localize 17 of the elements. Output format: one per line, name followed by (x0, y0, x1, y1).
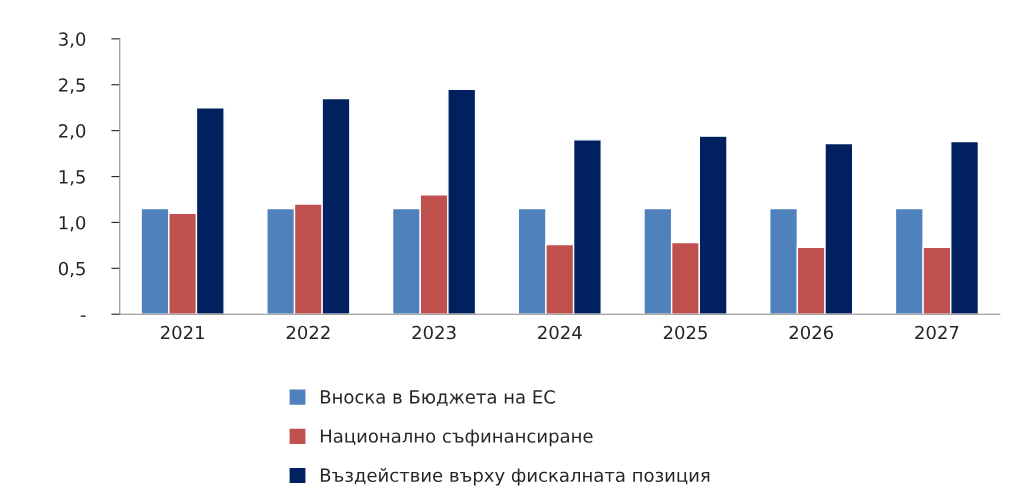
y-tick-label: 2,0 (59, 124, 86, 140)
y-tick-label: 2,5 (59, 78, 85, 94)
y-tick-label: 1,5 (59, 170, 85, 186)
y-tick-label: 0,5 (58, 261, 85, 278)
x-tick-label: 2025 (663, 325, 707, 340)
x-tick-label: 2024 (538, 325, 582, 340)
x-tick-label: 2026 (789, 325, 834, 340)
legend-label: Вноска в Бюджета на ЕС (320, 390, 555, 406)
x-tick-label: 2023 (412, 325, 456, 340)
y-tick-label: 1,0 (59, 215, 86, 232)
x-tick-label: 2027 (915, 325, 959, 340)
y-tick-label: - (80, 315, 86, 317)
x-tick-label: 2021 (160, 325, 204, 340)
x-tick-label: 2022 (286, 325, 330, 340)
legend-label: Национално съфинансиране (320, 429, 593, 447)
legend-label: Въздействие върху фискалната позиция (320, 468, 710, 486)
y-tick-label: 3,0 (59, 32, 86, 48)
